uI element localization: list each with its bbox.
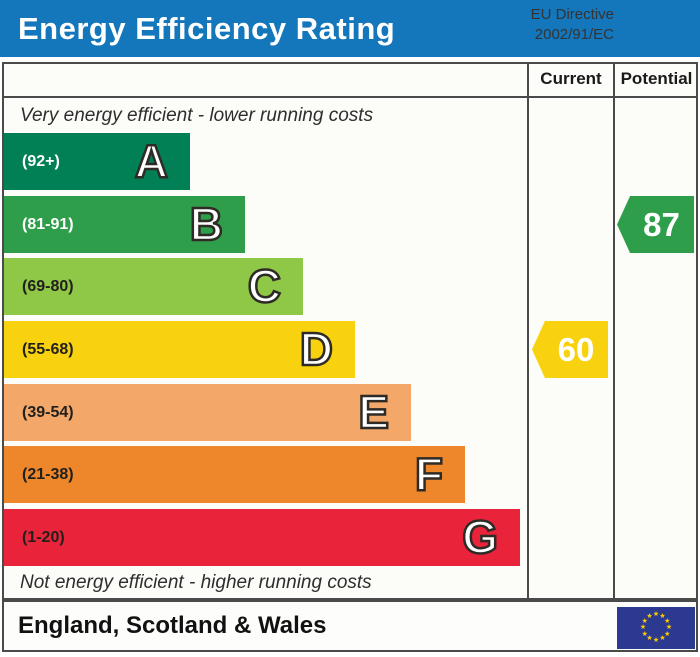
band-bar-A: (92+) A	[4, 133, 190, 190]
title-bar: Energy Efficiency Rating	[0, 0, 700, 57]
band-range-label: (69-80)	[22, 277, 74, 295]
potential-rating-value: 87	[643, 205, 680, 243]
caption-very-efficient: Very energy efficient - lower running co…	[20, 105, 374, 126]
band-bar-B: (81-91) B	[4, 196, 245, 253]
band-bar-G: (1-20) G	[4, 509, 520, 566]
header-divider	[2, 96, 698, 98]
eu-flag-star: ★	[641, 617, 648, 625]
eu-flag-star: ★	[652, 611, 660, 618]
eu-flag-star: ★	[664, 617, 671, 625]
band-letter: E	[357, 385, 390, 440]
footer-bar: England, Scotland & Wales	[2, 600, 698, 652]
band-bar-D: (55-68) D	[4, 321, 355, 378]
potential-rating-pointer: 87	[617, 196, 694, 253]
band-letter: G	[461, 510, 499, 565]
column-header-current: Current	[540, 69, 602, 88]
page-title: Energy Efficiency Rating	[18, 10, 396, 46]
eu-flag-star: ★	[652, 637, 660, 644]
current-rating-value: 60	[557, 330, 595, 368]
eu-flag-star: ★	[639, 624, 647, 631]
band-range-label: (81-91)	[22, 215, 74, 233]
band-bar-E: (39-54) E	[4, 384, 411, 441]
eu-flag-star: ★	[659, 635, 666, 643]
eu-flag-star: ★	[665, 624, 673, 631]
band-bar-F: (21-38) F	[4, 446, 465, 503]
eu-flag-star: ★	[646, 635, 653, 643]
current-rating-pointer: 60	[532, 321, 608, 378]
eu-flag-star: ★	[664, 630, 671, 638]
eu-flag-star: ★	[659, 612, 666, 620]
band-bar-C: (69-80) C	[4, 258, 303, 315]
eu-flag-star: ★	[641, 630, 648, 638]
band-range-label: (39-54)	[22, 403, 74, 421]
eu-flag-icon: ★ ★ ★ ★ ★ ★ ★ ★ ★ ★ ★ ★	[617, 607, 695, 649]
band-letter: B	[189, 197, 225, 252]
band-letter: F	[414, 447, 445, 502]
band-range-label: (55-68)	[22, 340, 74, 358]
column-header-potential: Potential	[620, 69, 693, 88]
region-label: England, Scotland & Wales	[18, 612, 327, 639]
eu-directive-label: EU Directive 2002/91/EC	[531, 5, 614, 45]
eu-directive-line1: EU Directive	[530, 6, 614, 23]
band-letter: C	[247, 259, 283, 314]
eu-directive-line2: 2002/91/EC	[534, 26, 614, 43]
column-divider-potential	[613, 62, 615, 600]
band-range-label: (92+)	[22, 152, 60, 170]
band-range-label: (21-38)	[22, 465, 74, 483]
column-divider-current	[527, 62, 529, 600]
band-range-label: (1-20)	[22, 528, 65, 546]
band-letter: D	[299, 322, 335, 377]
eu-flag-star: ★	[646, 612, 653, 620]
caption-not-efficient: Not energy efficient - higher running co…	[20, 572, 372, 593]
band-letter: A	[134, 134, 170, 189]
